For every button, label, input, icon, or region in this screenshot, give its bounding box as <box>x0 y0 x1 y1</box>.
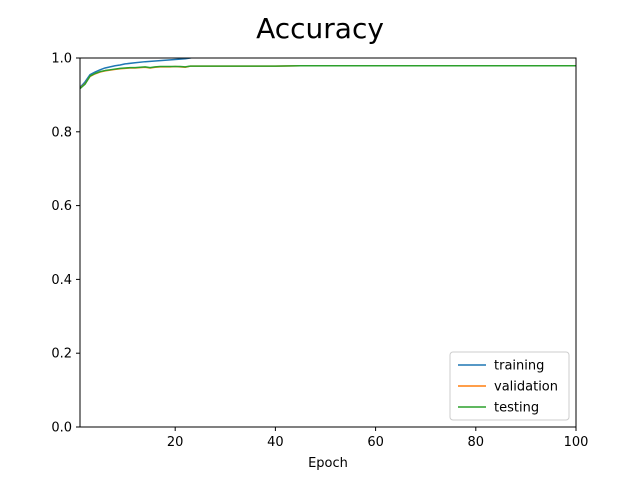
y-tick-label: 0.8 <box>51 125 72 140</box>
y-axis: 0.0 0.2 0.4 0.6 0.8 1.0 <box>51 52 80 436</box>
chart-title: Accuracy <box>256 12 384 45</box>
y-tick-label: 0.2 <box>51 347 72 362</box>
y-tick-label: 0.4 <box>51 273 72 288</box>
series-layer <box>80 58 576 90</box>
series-line-testing <box>80 65 576 90</box>
x-axis: 20 40 60 80 100 <box>167 427 588 450</box>
x-tick-label: 80 <box>468 435 485 450</box>
y-tick-label: 1.0 <box>51 52 72 67</box>
legend-label-testing: testing <box>494 401 539 416</box>
series-line-training <box>80 58 194 89</box>
x-tick-label: 40 <box>267 435 284 450</box>
legend-label-training: training <box>494 359 544 374</box>
x-tick-label: 20 <box>167 435 184 450</box>
x-axis-label: Epoch <box>308 456 348 471</box>
legend: training validation testing <box>449 351 570 421</box>
x-tick-label: 60 <box>367 435 384 450</box>
legend-label-validation: validation <box>494 380 558 395</box>
legend-box <box>449 351 570 421</box>
y-tick-label: 0.0 <box>51 421 72 436</box>
plot-frame <box>79 57 577 428</box>
x-tick-label: 100 <box>564 435 589 450</box>
y-tick-label: 0.6 <box>51 199 72 214</box>
